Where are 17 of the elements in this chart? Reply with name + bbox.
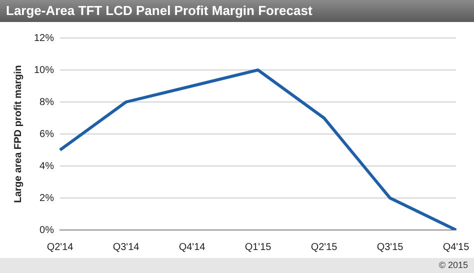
y-tick-label: 2%: [40, 192, 54, 204]
y-tick-label: 10%: [34, 64, 54, 76]
y-tick-label: 4%: [40, 160, 54, 172]
x-tick-label: Q4'15: [442, 242, 470, 253]
x-tick-label: Q2'14: [46, 242, 74, 253]
x-tick-label: Q3'15: [376, 242, 404, 253]
x-tick-label: Q4'14: [178, 242, 206, 253]
x-tick-label: Q2'15: [310, 242, 338, 253]
x-tick-label: Q3'14: [112, 242, 140, 253]
text: © 2015: [438, 260, 468, 270]
y-axis-title: Large area FPD profit margin: [12, 65, 24, 203]
chart-title: Large-Area TFT LCD Panel Profit Margin Forecast: [0, 0, 474, 22]
y-tick-label: 8%: [40, 96, 54, 108]
y-tick-label: 0%: [40, 224, 54, 236]
y-tick-label: 6%: [40, 128, 54, 140]
x-tick-label: Q1'15: [244, 242, 272, 253]
y-tick-label: 12%: [34, 32, 54, 44]
